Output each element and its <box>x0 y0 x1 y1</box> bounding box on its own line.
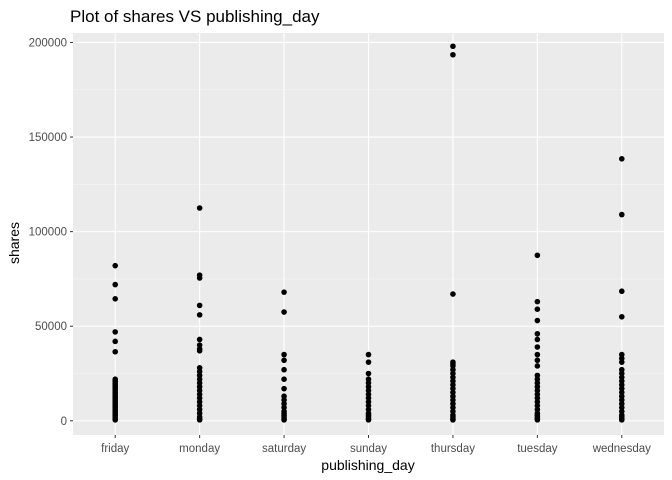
data-point-thursday <box>450 291 456 297</box>
data-point-sunday <box>365 351 372 358</box>
data-point-friday <box>112 329 119 335</box>
data-point-friday <box>112 281 119 288</box>
y-axis-title: shares <box>6 222 22 264</box>
data-point-saturday <box>281 309 287 315</box>
data-point-thursday <box>450 51 456 58</box>
data-point-saturday <box>281 376 287 382</box>
x-tick-label: friday <box>101 443 129 455</box>
x-axis: friday monday saturday sunday thursday tuesda… <box>101 435 651 455</box>
chart-title: Plot of shares VS publishing_day <box>70 7 320 26</box>
data-point-monday <box>196 312 203 318</box>
data-point-tuesday <box>534 363 541 369</box>
data-point-saturday <box>281 289 287 295</box>
data-point-wednesday <box>618 211 625 218</box>
data-points <box>112 43 625 423</box>
data-point-sunday <box>365 417 372 423</box>
data-point-sunday <box>365 370 372 377</box>
data-point-wednesday <box>618 313 625 320</box>
data-point-monday <box>196 348 203 354</box>
data-point-tuesday <box>534 252 541 259</box>
y-tick-label: 200000 <box>29 37 67 49</box>
data-point-sunday <box>365 359 372 365</box>
data-point-saturday <box>281 385 287 392</box>
data-point-monday <box>196 302 203 309</box>
data-point-tuesday <box>534 330 541 337</box>
data-point-friday <box>112 295 119 302</box>
data-point-tuesday <box>534 351 541 358</box>
x-tick-label: tuesday <box>517 443 558 455</box>
data-point-tuesday <box>534 417 541 423</box>
data-point-friday <box>112 262 119 269</box>
x-tick-label: thursday <box>431 443 475 455</box>
data-point-thursday <box>450 417 456 423</box>
y-tick-label: 0 <box>61 416 67 428</box>
data-point-thursday <box>450 43 456 50</box>
data-point-tuesday <box>534 306 541 312</box>
x-tick-label: monday <box>179 443 220 455</box>
y-tick-label: 50000 <box>35 321 67 333</box>
data-point-tuesday <box>534 344 541 350</box>
data-point-monday <box>196 205 203 211</box>
data-point-tuesday <box>534 298 541 305</box>
y-tick-label: 100000 <box>29 227 67 239</box>
x-tick-label: sunday <box>350 443 387 455</box>
data-point-monday <box>196 336 203 343</box>
y-tick-label: 150000 <box>29 132 67 144</box>
data-point-friday <box>112 338 119 345</box>
x-axis-title: publishing_day <box>321 457 414 473</box>
data-point-friday <box>112 348 119 355</box>
data-point-tuesday <box>534 317 541 324</box>
data-point-wednesday <box>618 417 625 423</box>
x-tick-label: saturday <box>262 443 306 455</box>
data-point-friday <box>112 417 119 423</box>
x-tick-label: wednesday <box>592 443 651 455</box>
data-point-wednesday <box>618 359 625 365</box>
data-point-saturday <box>281 366 287 373</box>
data-point-saturday <box>281 357 287 364</box>
data-point-saturday <box>281 417 287 423</box>
data-point-wednesday <box>618 156 625 162</box>
data-point-saturday <box>281 351 287 358</box>
y-axis: 0 50000 100000 150000 200000 <box>29 37 73 428</box>
data-point-monday <box>196 275 203 281</box>
data-point-monday <box>196 417 203 423</box>
data-point-wednesday <box>618 288 625 295</box>
data-point-tuesday <box>534 357 541 364</box>
data-point-tuesday <box>534 336 541 343</box>
